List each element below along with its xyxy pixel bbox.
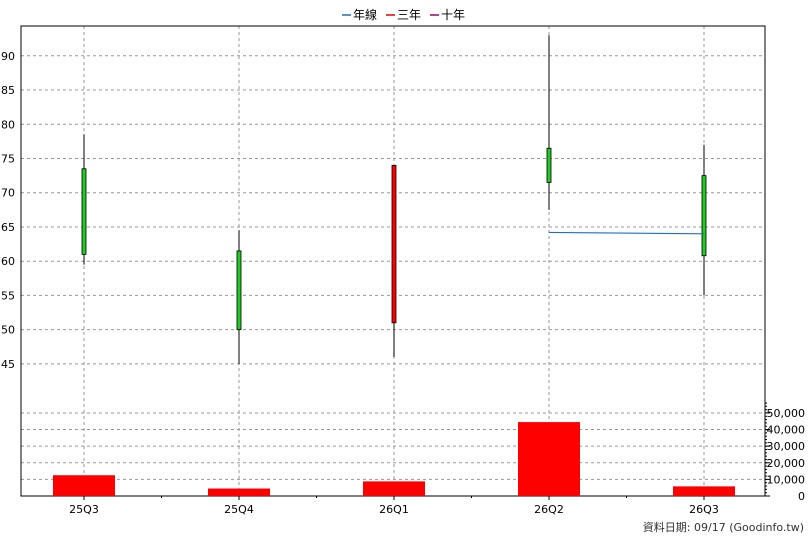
volume-bar	[53, 475, 115, 496]
x-axis: 25Q3 25Q4 26Q1 26Q2 26Q3	[69, 496, 719, 516]
volume-tick-label: 10,000	[767, 473, 806, 486]
candle-body	[391, 164, 397, 324]
chart-legend: 年線 三年 十年	[342, 7, 465, 22]
volume-bar	[208, 488, 270, 496]
price-tick-label: 75	[1, 153, 15, 166]
x-tick-label: 25Q3	[69, 503, 99, 516]
volume-tick-label: 0	[798, 490, 805, 503]
x-tick-label: 26Q3	[689, 503, 719, 516]
legend-label-10year: 十年	[441, 8, 465, 22]
candle-body	[236, 250, 242, 331]
candle-body	[546, 147, 552, 183]
price-axis: 45 50 55 60 65 70 75 80 85 90	[1, 50, 15, 371]
annual-line	[548, 231, 705, 235]
candles	[81, 35, 707, 364]
price-tick-label: 55	[1, 289, 15, 302]
price-tick-label: 50	[1, 324, 15, 337]
volume-bars	[53, 422, 735, 496]
price-tick-label: 65	[1, 221, 15, 234]
candle-body	[81, 168, 87, 255]
volume-tick-label: 30,000	[767, 440, 806, 453]
price-tick-label: 85	[1, 84, 15, 97]
x-tick-label: 25Q4	[224, 503, 254, 516]
volume-tick-label: 40,000	[767, 424, 806, 437]
price-tick-label: 60	[1, 255, 15, 268]
legend-label-3year: 三年	[397, 8, 421, 22]
price-tick-label: 80	[1, 118, 15, 131]
volume-tick-label: 50,000	[767, 407, 806, 420]
volume-bar	[363, 481, 425, 496]
volume-bar	[673, 486, 735, 496]
annual-line-segment	[548, 231, 705, 235]
price-tick-label: 70	[1, 187, 15, 200]
x-tick-label: 26Q2	[534, 503, 564, 516]
volume-tick-label: 20,000	[767, 457, 806, 470]
volume-axis: 0 10,000 20,000 30,000 40,000 50,000	[764, 378, 806, 503]
legend-label-annual: 年線	[353, 7, 377, 22]
candle-body	[701, 175, 707, 257]
source-note: 資料日期: 09/17 (Goodinfo.tw)	[643, 520, 804, 534]
price-tick-label: 90	[1, 50, 15, 63]
x-tick-label: 26Q1	[379, 503, 409, 516]
volume-bar	[518, 422, 580, 496]
price-tick-label: 45	[1, 358, 15, 371]
